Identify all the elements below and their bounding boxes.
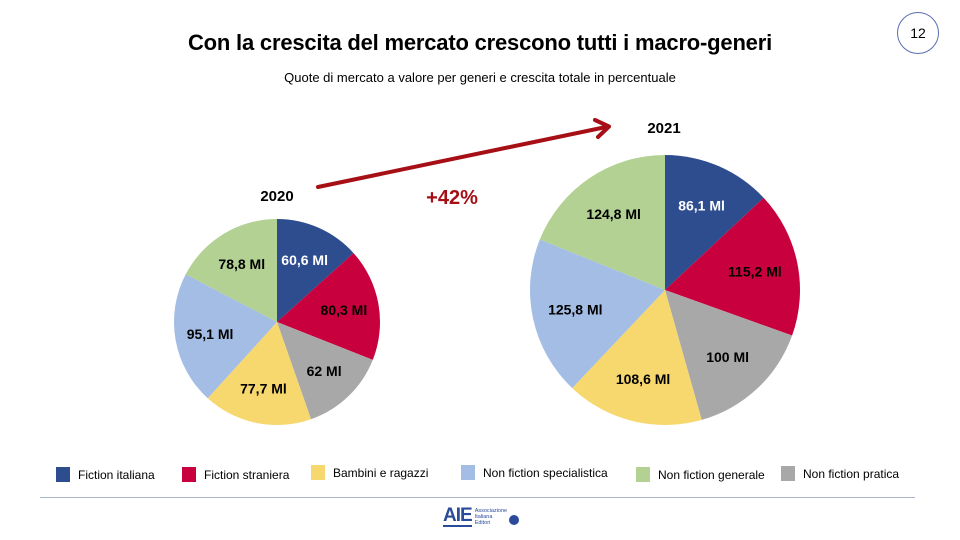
- logo-text-line: Associazione: [474, 508, 508, 514]
- pie-data-label: 108,6 Ml: [616, 371, 670, 387]
- growth-arrow: [316, 118, 611, 189]
- pie-slice-fiction-italiana: [665, 155, 764, 290]
- pie-data-label: 100 Ml: [706, 349, 749, 365]
- pie-data-label: 86,1 Ml: [678, 198, 725, 214]
- pie-slice-non-fiction-generale: [539, 155, 665, 290]
- pie-slice-non-fiction-specialistica: [530, 239, 665, 389]
- growth-arrow-head: [593, 118, 611, 139]
- pie-data-label: 95,1 Ml: [187, 326, 234, 342]
- legend-item: Fiction straniera: [182, 467, 289, 482]
- legend-swatch: [636, 467, 650, 482]
- pie-title-2021: 2021: [647, 120, 680, 137]
- legend-swatch: [311, 465, 325, 480]
- legend-label: Fiction straniera: [204, 467, 290, 482]
- pie-title-2020: 2020: [260, 188, 293, 205]
- logo-text: Associazione Italiana Editori: [475, 508, 507, 526]
- logo-badge-icon: [509, 515, 520, 525]
- pie-slice-fiction-straniera: [665, 197, 800, 336]
- page-number-badge: 12: [897, 12, 939, 54]
- pie-data-label: 62 Ml: [307, 363, 342, 379]
- legend-item: Fiction italiana: [56, 467, 155, 482]
- logo-mark: AIE: [443, 505, 473, 527]
- pie-chart-2020: 60,6 Ml 80,3 Ml 62 Ml 77,7 Ml 95,1 Ml 78,8 Ml: [174, 219, 380, 425]
- legend-label: Non fiction pratica: [803, 466, 900, 481]
- logo-text-line: Italiana: [474, 514, 493, 520]
- legend-label: Bambini e ragazzi: [333, 465, 429, 480]
- legend-item: Non fiction generale: [636, 467, 765, 482]
- legend-swatch: [56, 467, 70, 482]
- pie-data-label: 124,8 Ml: [586, 206, 640, 222]
- legend-item: Bambini e ragazzi: [311, 465, 428, 480]
- growth-arrow-line: [316, 125, 608, 189]
- legend-label: Non fiction generale: [658, 467, 765, 482]
- pie-slice-non-fiction-pratica: [665, 290, 793, 420]
- pie-slice-non-fiction-specialistica: [174, 274, 277, 399]
- footer-divider: [40, 497, 915, 498]
- legend-label: Non fiction specialistica: [483, 465, 608, 480]
- page-title: Con la crescita del mercato crescono tut…: [187, 30, 772, 55]
- legend-swatch: [182, 467, 196, 482]
- pie-slice-bambini-e-ragazzi: [572, 290, 702, 425]
- legend-item: Non fiction specialistica: [461, 465, 608, 480]
- pie-slice-fiction-straniera: [277, 253, 380, 360]
- page-number: 12: [910, 25, 926, 41]
- pie-chart-2021: 86,1 Ml 115,2 Ml 100 Ml 108,6 Ml 125,8 Ml 124…: [530, 155, 800, 425]
- pie-data-label: 80,3 Ml: [321, 302, 368, 318]
- pie-data-label: 78,8 Ml: [218, 256, 265, 272]
- pie-slice-non-fiction-generale: [185, 219, 277, 322]
- legend-label: Fiction italiana: [78, 467, 155, 482]
- pie-slice-bambini-e-ragazzi: [207, 322, 312, 425]
- pie-data-label: 60,6 Ml: [281, 252, 328, 268]
- legend-item: Non fiction pratica: [781, 466, 899, 481]
- pie-slice-non-fiction-pratica: [277, 322, 373, 420]
- logo-text-line: Editori: [474, 520, 491, 526]
- aie-logo: AIE Associazione Italiana Editori: [443, 505, 520, 527]
- chart-legend: Fiction italiana Fiction straniera Bambi…: [0, 465, 960, 485]
- pie-slice-fiction-italiana: [277, 219, 354, 322]
- charts-canvas: 60,6 Ml 80,3 Ml 62 Ml 77,7 Ml 95,1 Ml 78,8 Ml…: [174, 118, 800, 425]
- pie-data-label: 77,7 Ml: [240, 381, 287, 397]
- legend-swatch: [781, 466, 795, 481]
- growth-percentage: +42%: [426, 187, 478, 209]
- pie-data-label: 115,2 Ml: [728, 263, 782, 279]
- page-subtitle: Quote di mercato a valore per generi e c…: [284, 70, 676, 85]
- legend-swatch: [461, 465, 475, 480]
- pie-data-label: 125,8 Ml: [548, 301, 602, 317]
